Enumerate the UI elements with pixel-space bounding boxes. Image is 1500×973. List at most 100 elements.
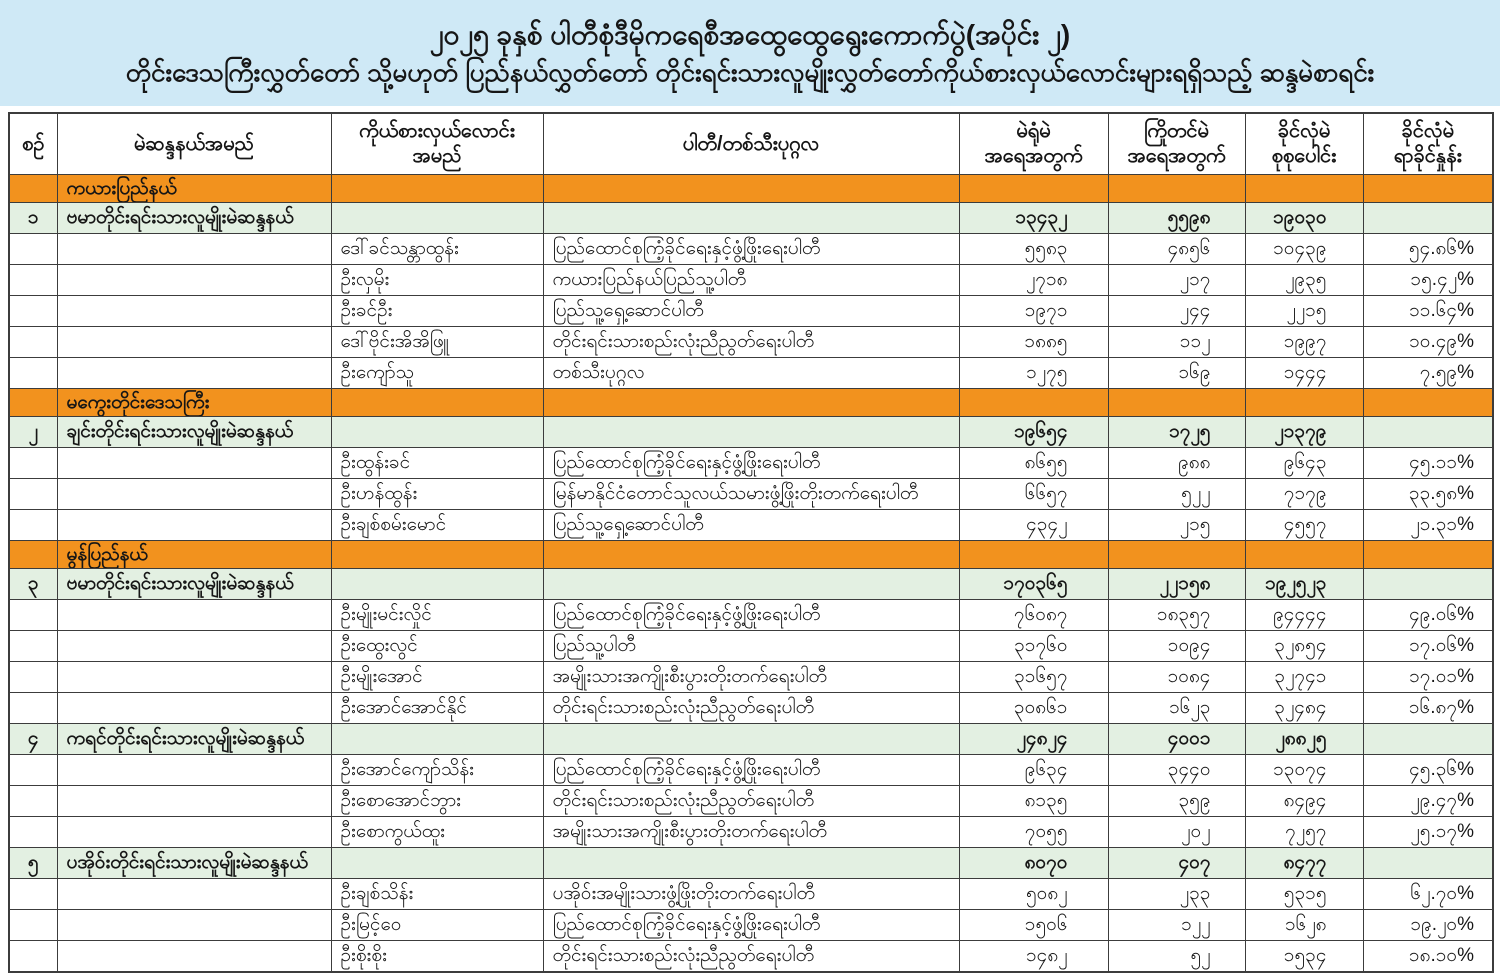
region-row: ကယားပြည်နယ် <box>8 174 1494 203</box>
candidate-row: ဦးခင်ဦး ပြည်သူ့ရှေ့ဆောင်ပါတီ ၁၉၇၁ ၂၄၄ ၂၂၁၅ ၁၁… <box>8 295 1494 327</box>
cell-percentage <box>1362 847 1494 879</box>
cell-total-votes: ၃၂၈၅၄ <box>1244 630 1364 662</box>
cell-percentage: ၄၅.၃၆% <box>1362 754 1494 786</box>
header-valid-percent-line1: ခိုင်လုံမဲ <box>1401 120 1455 142</box>
cell-candidate <box>330 388 544 417</box>
cell-polling-votes: ၃၁၆၅၇ <box>958 661 1109 693</box>
cell-constituency-name: ကရင်တိုင်းရင်းသားလူမျိုးမဲဆန္ဒနယ် <box>56 723 332 755</box>
header-candidate-line2: အမည် <box>412 145 462 167</box>
cell-advance-votes: ၄၀၇ <box>1107 847 1246 879</box>
cell-constituency-name <box>56 326 332 358</box>
cell-percentage: ၁၆.၈၇% <box>1362 692 1494 724</box>
cell-percentage <box>1362 174 1494 203</box>
cell-percentage: ၁၉.၂၀% <box>1362 909 1494 941</box>
cell-total-votes <box>1244 174 1364 203</box>
cell-constituency-name <box>56 233 332 265</box>
candidate-row: ဦးစိုးစိုး တိုင်းရင်းသားစည်းလုံးညီညွတ်ရေး… <box>8 940 1494 973</box>
candidate-row: ဦးလှမိုး ကယားပြည်နယ်ပြည်သူ့ပါတီ ၂၇၁၈ ၂၁၇ ၂၉၃… <box>8 264 1494 296</box>
cell-polling-votes: ၁၄၈၂ <box>958 940 1109 973</box>
cell-serial <box>8 909 58 941</box>
cell-percentage: ၁၇.၀၆% <box>1362 630 1494 662</box>
candidate-row: ဦးချစ်သိန်း ပအိုဝ်းအမျိုးသားဖွံ့ဖြိုးတိုး… <box>8 878 1494 910</box>
page-title-line1: ၂၀၂၅ ခုနှစ် ပါတီစုံဒီမိုကရေစီအထွေထွေရွေး… <box>429 18 1071 50</box>
cell-candidate <box>330 847 544 879</box>
cell-total-votes: ၃၂၄၈၄ <box>1244 692 1364 724</box>
cell-total-votes: ၉၄၄၄၄ <box>1244 599 1364 631</box>
cell-region-name: ကယားပြည်နယ် <box>56 174 332 203</box>
cell-polling-votes: ၁၈၈၅ <box>958 326 1109 358</box>
cell-party: ပြည်ထောင်စုကြံ့ခိုင်ရေးနှင့်ဖွံ့ဖြိုးရေး… <box>542 909 960 941</box>
region-row: မွန်ပြည်နယ် <box>8 540 1494 569</box>
cell-total-votes: ၇၁၇၉ <box>1244 478 1364 510</box>
candidate-row: ဦးမျိုးမင်းလှိုင် ပြည်ထောင်စုကြံ့ခိုင်ရေး… <box>8 599 1494 631</box>
header-polling-line1: မဲရုံမဲ <box>1016 120 1051 142</box>
cell-advance-votes <box>1107 174 1246 203</box>
cell-party <box>542 847 960 879</box>
cell-candidate <box>330 174 544 203</box>
cell-advance-votes: ၂၃၃ <box>1107 878 1246 910</box>
cell-serial <box>8 233 58 265</box>
candidate-row: ဒေါ်ခင်သန္တာထွန်း ပြည်ထောင်စုကြံ့ခိုင်ရေး… <box>8 233 1494 265</box>
cell-constituency-name <box>56 785 332 817</box>
cell-candidate: ဦးစောအောင်ဘွား <box>330 785 544 817</box>
cell-candidate: ဦးချစ်သိန်း <box>330 878 544 910</box>
cell-party: ပြည်ထောင်စုကြံ့ခိုင်ရေးနှင့်ဖွံ့ဖြိုးရေး… <box>542 233 960 265</box>
header-advance-line1: ကြိုတင်မဲ <box>1144 120 1209 142</box>
results-table: စဉ် မဲဆန္ဒနယ်အမည် ကိုယ်စားလှယ်လောင်း အမည… <box>8 112 1494 973</box>
cell-candidate: ဦးချစ်စမ်းမောင် <box>330 509 544 541</box>
cell-constituency-name: ပအိုဝ်းတိုင်းရင်းသားလူမျိုးမဲဆန္ဒနယ် <box>56 847 332 879</box>
cell-party: ပအိုဝ်းအမျိုးသားဖွံ့ဖြိုးတိုးတက်ရေးပါတီ <box>542 878 960 910</box>
cell-party <box>542 723 960 755</box>
cell-candidate: ဦးမြင့်ဝေ <box>330 909 544 941</box>
cell-serial <box>8 357 58 389</box>
header-serial: စဉ် <box>8 112 58 175</box>
cell-advance-votes: ၂၁၅ <box>1107 509 1246 541</box>
region-row: မကွေးတိုင်းဒေသကြီး <box>8 388 1494 417</box>
cell-constituency-name <box>56 816 332 848</box>
cell-advance-votes: ၁၈၃၅၇ <box>1107 599 1246 631</box>
candidate-row: ဦးမြင့်ဝေ ပြည်ထောင်စုကြံ့ခိုင်ရေးနှင့်ဖွံ… <box>8 909 1494 941</box>
constituency-row: ၁ဗမာတိုင်းရင်းသားလူမျိုးမဲဆန္ဒနယ် ၁၃၄၃၂ ၅၅… <box>8 202 1494 234</box>
cell-percentage <box>1362 202 1494 234</box>
cell-constituency-name <box>56 447 332 479</box>
cell-advance-votes <box>1107 540 1246 569</box>
cell-party: ပြည်သူ့ရှေ့ဆောင်ပါတီ <box>542 509 960 541</box>
cell-polling-votes: ၈၀၇၀ <box>958 847 1109 879</box>
cell-total-votes: ၅၃၁၅ <box>1244 878 1364 910</box>
cell-percentage <box>1362 540 1494 569</box>
cell-party <box>542 540 960 569</box>
cell-polling-votes: ၇၆၀၈၇ <box>958 599 1109 631</box>
cell-candidate: ဦးကျော်သူ <box>330 357 544 389</box>
cell-polling-votes: ၇၀၅၅ <box>958 816 1109 848</box>
cell-candidate: ဦးစောကွယ်ထူး <box>330 816 544 848</box>
candidate-row: ဦးစောကွယ်ထူး အမျိုးသားအကျိုးစီးပွားတိုးတက… <box>8 816 1494 848</box>
cell-party: တိုင်းရင်းသားစည်းလုံးညီညွတ်ရေးပါတီ <box>542 785 960 817</box>
cell-advance-votes: ၁၆၉ <box>1107 357 1246 389</box>
cell-serial: ၃ <box>8 568 58 600</box>
cell-percentage: ၄၉.၀၆% <box>1362 599 1494 631</box>
cell-serial: ၂ <box>8 416 58 448</box>
cell-party: တိုင်းရင်းသားစည်းလုံးညီညွတ်ရေးပါတီ <box>542 692 960 724</box>
cell-total-votes: ၁၄၄၄ <box>1244 357 1364 389</box>
cell-party: ပြည်ထောင်စုကြံ့ခိုင်ရေးနှင့်ဖွံ့ဖြိုးရေး… <box>542 754 960 786</box>
constituency-row: ၃ဗမာတိုင်းရင်းသားလူမျိုးမဲဆန္ဒနယ် ၁၇၀၃၆၅၂… <box>8 568 1494 600</box>
candidate-row: ဦးအောင်အောင်နိုင် တိုင်းရင်းသားစည်းလုံးညီ… <box>8 692 1494 724</box>
cell-constituency-name <box>56 630 332 662</box>
cell-candidate: ဒေါ်ခင်သန္တာထွန်း <box>330 233 544 265</box>
cell-advance-votes: ၁၆၂၃ <box>1107 692 1246 724</box>
cell-region-name: မကွေးတိုင်းဒေသကြီး <box>56 388 332 417</box>
header-valid-percent: ခိုင်လုံမဲ ရာခိုင်နှုန်း <box>1362 112 1494 175</box>
cell-total-votes: ၁၉၀၃၀ <box>1244 202 1364 234</box>
cell-total-votes: ၂၂၁၅ <box>1244 295 1364 327</box>
header-valid-percent-line2: ရာခိုင်နှုန်း <box>1393 145 1462 167</box>
cell-advance-votes: ၉၈၈ <box>1107 447 1246 479</box>
cell-total-votes: ၈၄၉၄ <box>1244 785 1364 817</box>
header-party-label: ပါတီ/တစ်သီးပုဂ္ဂလ <box>682 132 820 155</box>
cell-advance-votes: ၅၅၉၈ <box>1107 202 1246 234</box>
cell-constituency-name: ချင်းတိုင်းရင်းသားလူမျိုးမဲဆန္ဒနယ် <box>56 416 332 448</box>
cell-advance-votes: ၁၂၂ <box>1107 909 1246 941</box>
cell-polling-votes: ၅၅၈၃ <box>958 233 1109 265</box>
header-party: ပါတီ/တစ်သီးပုဂ္ဂလ <box>542 112 960 175</box>
header-polling-votes: မဲရုံမဲ အရေအတွက် <box>958 112 1109 175</box>
cell-serial <box>8 447 58 479</box>
